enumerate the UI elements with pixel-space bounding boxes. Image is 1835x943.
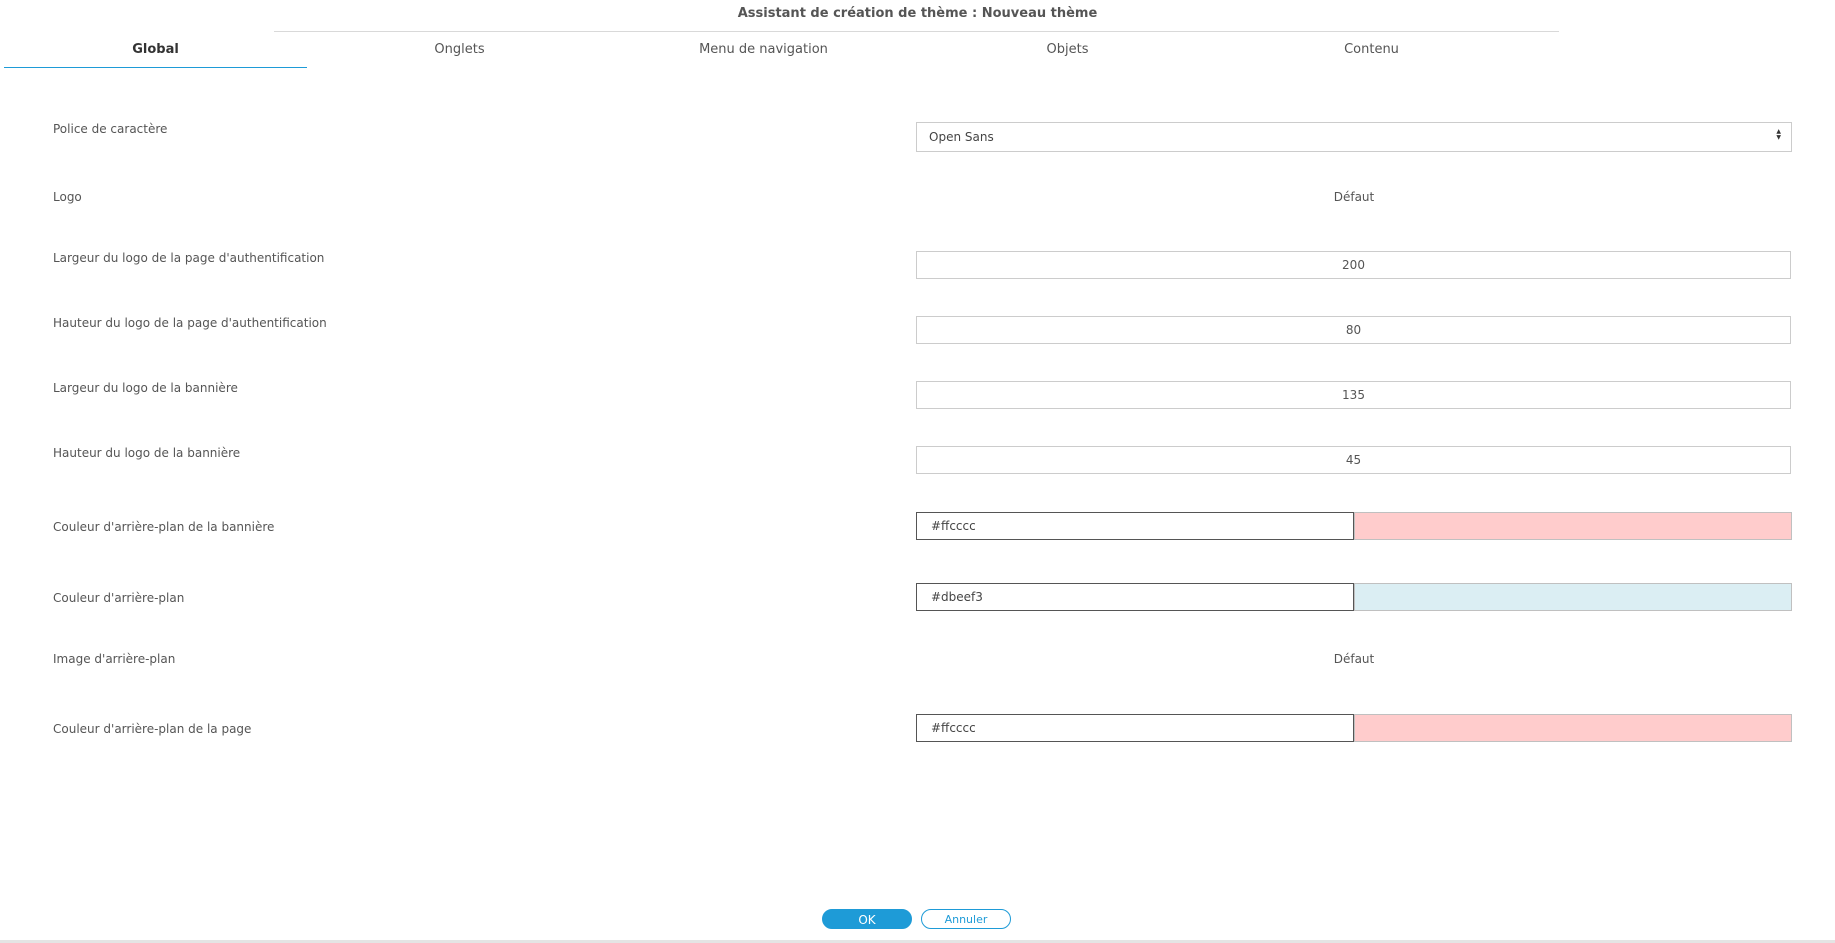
auth-logo-height-label: Hauteur du logo de la page d'authentific… <box>53 316 327 330</box>
banner-logo-height-label: Hauteur du logo de la bannière <box>53 446 241 460</box>
tab-onglets[interactable]: Onglets <box>434 42 485 57</box>
banner-logo-height-input[interactable]: 45 <box>916 446 1791 474</box>
banner-logo-width-row: Largeur du logo de la bannière 135 <box>0 381 1835 411</box>
tab-bar: Global Onglets Menu de navigation Objets… <box>4 40 1524 68</box>
sort-arrows-icon: ▲ ▼ <box>1776 128 1781 141</box>
ok-button[interactable]: OK <box>822 909 912 929</box>
bg-image-value[interactable]: Défaut <box>1333 652 1375 666</box>
font-select[interactable]: Open Sans ▲ ▼ <box>916 122 1792 152</box>
auth-logo-height-row: Hauteur du logo de la page d'authentific… <box>0 316 1835 346</box>
tab-contenu[interactable]: Contenu <box>1344 42 1399 57</box>
bg-image-row: Image d'arrière-plan Défaut <box>0 652 1835 682</box>
tab-menu-de-navigation[interactable]: Menu de navigation <box>699 42 828 57</box>
bg-color-input[interactable]: #dbeef3 <box>916 583 1354 611</box>
dialog-title: Assistant de création de thème : Nouveau… <box>737 6 1098 21</box>
bg-color-label: Couleur d'arrière-plan <box>53 591 185 605</box>
auth-logo-height-input[interactable]: 80 <box>916 316 1791 344</box>
auth-logo-width-input[interactable]: 200 <box>916 251 1791 279</box>
logo-value[interactable]: Défaut <box>1333 190 1375 204</box>
font-label: Police de caractère <box>53 122 168 136</box>
logo-row: Logo Défaut <box>0 190 1835 220</box>
cancel-button[interactable]: Annuler <box>921 909 1011 929</box>
logo-label: Logo <box>53 190 82 204</box>
bottom-divider <box>0 940 1835 943</box>
bg-color-swatch[interactable] <box>1354 583 1792 611</box>
banner-logo-height-row: Hauteur du logo de la bannière 45 <box>0 446 1835 476</box>
banner-bg-color-label: Couleur d'arrière-plan de la bannière <box>53 520 275 534</box>
banner-logo-width-input[interactable]: 135 <box>916 381 1791 409</box>
font-select-value: Open Sans <box>929 130 994 144</box>
page-bg-color-row: Couleur d'arrière-plan de la page #ffccc… <box>0 714 1835 744</box>
auth-logo-width-label: Largeur du logo de la page d'authentific… <box>53 251 325 265</box>
tab-objets[interactable]: Objets <box>1046 42 1089 57</box>
bg-color-row: Couleur d'arrière-plan #dbeef3 <box>0 583 1835 613</box>
tab-global[interactable]: Global <box>4 40 307 68</box>
banner-logo-width-label: Largeur du logo de la bannière <box>53 381 238 395</box>
banner-bg-color-swatch[interactable] <box>1354 512 1792 540</box>
bg-image-label: Image d'arrière-plan <box>53 652 176 666</box>
font-row: Police de caractère Open Sans ▲ ▼ <box>0 122 1835 152</box>
page-bg-color-swatch[interactable] <box>1354 714 1792 742</box>
banner-bg-color-input[interactable]: #ffcccc <box>916 512 1354 540</box>
banner-bg-color-row: Couleur d'arrière-plan de la bannière #f… <box>0 512 1835 542</box>
auth-logo-width-row: Largeur du logo de la page d'authentific… <box>0 251 1835 281</box>
page-bg-color-label: Couleur d'arrière-plan de la page <box>53 722 252 736</box>
page-bg-color-input[interactable]: #ffcccc <box>916 714 1354 742</box>
title-divider <box>274 31 1559 32</box>
